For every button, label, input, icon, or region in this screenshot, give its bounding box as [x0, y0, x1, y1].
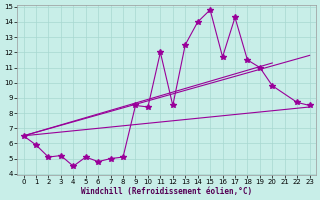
X-axis label: Windchill (Refroidissement éolien,°C): Windchill (Refroidissement éolien,°C) — [81, 187, 252, 196]
